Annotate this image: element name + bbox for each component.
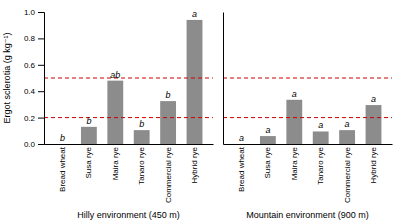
bar xyxy=(187,20,203,144)
axis-line xyxy=(223,13,224,145)
axis-line xyxy=(38,13,45,145)
bar xyxy=(366,105,382,144)
bar xyxy=(286,100,302,144)
x-tick-label: Maira rye xyxy=(290,146,299,180)
y-tick: 1.0 xyxy=(24,8,44,17)
chart: b b ab b b a Bread wheat Susa rye Maira rye Tanar… xyxy=(0,0,400,224)
panel: b b ab b b a Bread wheat Susa rye Maira rye Tanar… xyxy=(2,8,214,220)
x-tick: Maira rye xyxy=(290,146,299,180)
x-tick-label: Hybrid rye xyxy=(369,146,378,183)
axis-line xyxy=(224,144,393,145)
annotation: b xyxy=(86,116,91,126)
x-tick: Tanaro rye xyxy=(137,146,146,184)
reference-line xyxy=(44,117,213,118)
tick-mark xyxy=(38,91,44,92)
x-tick-label: Commercial rye xyxy=(164,146,173,203)
y-tick: 0.6 xyxy=(24,61,44,70)
y-tick: 0.0 xyxy=(24,140,44,149)
plot-area xyxy=(44,20,213,144)
tick-mark xyxy=(38,38,44,39)
y-axis xyxy=(223,13,224,145)
annotation: a xyxy=(239,133,244,143)
bar xyxy=(160,101,176,144)
x-tick-label: Hybrid rye xyxy=(190,146,199,183)
annotation: a xyxy=(345,119,350,129)
bar xyxy=(313,131,329,144)
axis-line xyxy=(45,144,214,145)
annotation: b xyxy=(60,133,65,143)
tick-mark xyxy=(38,65,44,66)
x-tick: Hybrid rye xyxy=(369,146,378,183)
reference-line xyxy=(223,117,392,118)
x-tick: Maira rye xyxy=(111,146,120,180)
annotations: b b ab b b a xyxy=(60,9,197,143)
x-tick-label: Bread wheat xyxy=(58,146,67,192)
annotation: a xyxy=(192,9,197,19)
y-tick: 0.2 xyxy=(24,114,44,123)
panel: a a a a a a Bread wheat Susa rye Maira rye Tanaro… xyxy=(223,13,393,221)
bar xyxy=(55,144,71,145)
annotation: a xyxy=(292,89,297,99)
x-axis: Bread wheat Susa rye Maira rye Tanaro rye Co… xyxy=(224,145,393,204)
y-tick-label: 0.8 xyxy=(24,34,36,43)
bar xyxy=(134,130,150,144)
x-tick: Hybrid rye xyxy=(190,146,199,183)
x-axis-title: Hilly environment (450 m) xyxy=(77,210,180,220)
x-tick: Susa rye xyxy=(263,146,272,178)
bar xyxy=(81,127,97,144)
x-tick-label: Susa rye xyxy=(84,146,93,178)
y-axis-title: Ergot sclerotia (g kg⁻¹) xyxy=(2,33,12,124)
x-tick: Bread wheat xyxy=(237,146,246,192)
annotations: a a a a a a xyxy=(239,89,376,143)
x-tick: Bread wheat xyxy=(58,146,67,192)
x-tick: Susa rye xyxy=(84,146,93,178)
y-tick-label: 0.0 xyxy=(24,140,36,149)
bar xyxy=(260,136,276,144)
x-tick: Commercial rye xyxy=(164,146,173,203)
x-tick-label: Maira rye xyxy=(111,146,120,180)
annotation: a xyxy=(371,94,376,104)
reference-line xyxy=(223,78,392,79)
plot-area xyxy=(223,78,392,144)
bar xyxy=(339,130,355,144)
annotation: a xyxy=(318,120,323,130)
bar xyxy=(107,81,123,144)
x-axis-title: Mountain environment (900 m) xyxy=(246,210,369,220)
x-tick: Tanaro rye xyxy=(316,146,325,184)
y-tick-label: 0.6 xyxy=(24,61,36,70)
x-tick-label: Tanaro rye xyxy=(137,146,146,184)
x-axis: Bread wheat Susa rye Maira rye Tanaro rye Co… xyxy=(45,145,214,204)
tick-mark xyxy=(38,12,44,13)
y-tick: 0.4 xyxy=(24,87,44,96)
annotation: b xyxy=(166,90,171,100)
annotation: b xyxy=(139,119,144,129)
y-tick-label: 1.0 xyxy=(24,8,36,17)
x-tick-label: Commercial rye xyxy=(343,146,352,203)
reference-line xyxy=(44,78,213,79)
x-tick: Commercial rye xyxy=(343,146,352,203)
bar xyxy=(234,144,250,145)
y-tick-label: 0.2 xyxy=(24,114,36,123)
x-tick-label: Tanaro rye xyxy=(316,146,325,184)
annotation: a xyxy=(265,125,270,135)
x-tick-label: Bread wheat xyxy=(237,146,246,192)
y-tick: 0.8 xyxy=(24,34,44,43)
tick-mark xyxy=(38,118,44,119)
y-tick-label: 0.4 xyxy=(24,87,36,96)
x-tick-label: Susa rye xyxy=(263,146,272,178)
y-axis: 0.0 0.2 0.4 0.6 0.8 1.0 xyxy=(24,8,45,149)
tick-mark xyxy=(38,144,44,145)
annotation: ab xyxy=(110,70,120,80)
